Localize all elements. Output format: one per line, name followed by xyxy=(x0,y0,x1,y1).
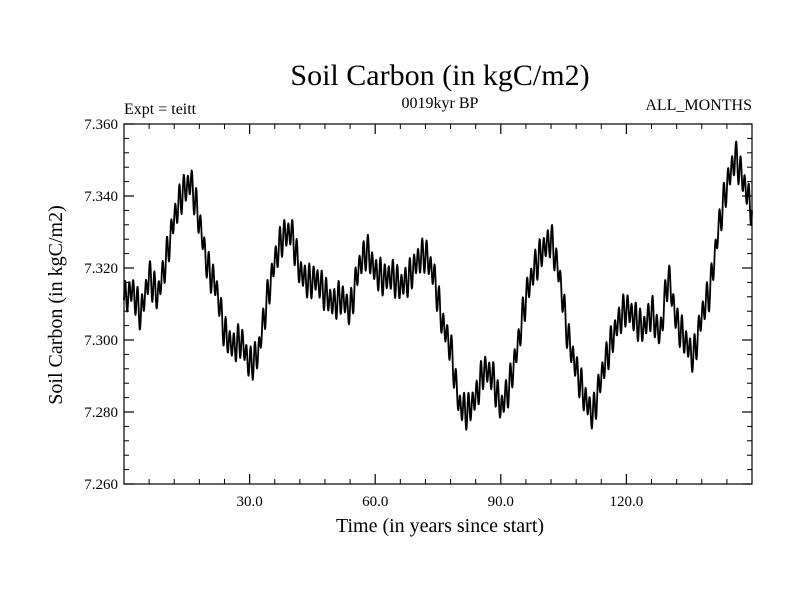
y-tick-label: 7.260 xyxy=(84,477,118,493)
x-tick-label: 60.0 xyxy=(362,494,388,510)
y-tick-label: 7.360 xyxy=(84,117,118,133)
y-tick-label: 7.280 xyxy=(84,405,118,421)
chart-title: Soil Carbon (in kgC/m2) xyxy=(290,59,589,92)
series-layer xyxy=(123,140,753,431)
subtitle-right: ALL_MONTHS xyxy=(645,97,752,114)
plot-frame xyxy=(123,123,753,485)
x-tick-label: 120.0 xyxy=(610,494,644,510)
x-tick-label: 30.0 xyxy=(236,494,262,510)
x-axis-label: Time (in years since start) xyxy=(336,515,544,537)
axes: 30.0 60.0 90.0 120.0 7.260 7.280 7.300 7.320 7.3… xyxy=(84,117,753,510)
y-tick-label: 7.320 xyxy=(84,261,118,277)
x-tick-label: 90.0 xyxy=(488,494,514,510)
subtitle-center: 0019kyr BP xyxy=(402,95,479,112)
y-tick-label: 7.340 xyxy=(84,189,118,205)
y-tick-label: 7.300 xyxy=(84,333,118,349)
series-line-soil-carbon xyxy=(123,140,753,431)
subtitle-left: Expt = teitt xyxy=(124,101,197,118)
y-axis-label: Soil Carbon (in kgC/m2) xyxy=(45,205,67,404)
